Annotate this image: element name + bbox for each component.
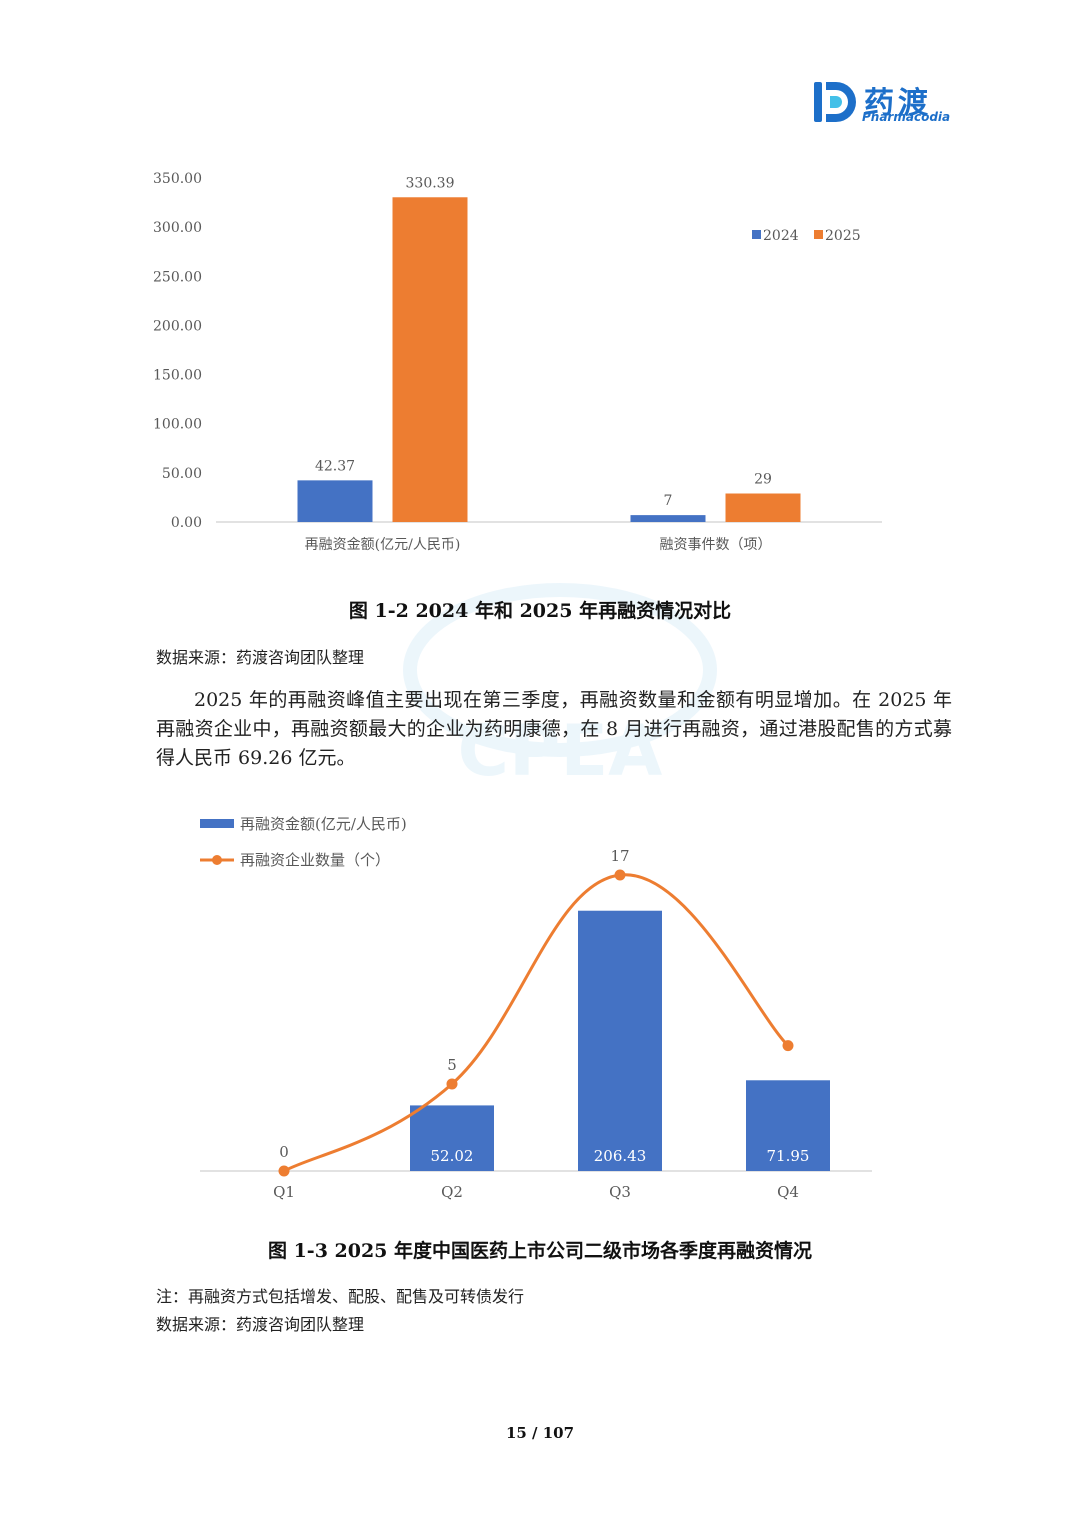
chart-quarterly-refinancing: Q1 52.02 Q2 206.43 Q3 71.95 Q4 0 5 17 再融资金额(亿元/人民币… (200, 815, 872, 1201)
legend-swatch-2024 (752, 230, 761, 239)
footnote: 注：再融资方式包括增发、配股、配售及可转债发行 (156, 1287, 525, 1306)
line-data-label: 0 (279, 1143, 289, 1161)
chart-refinancing-comparison: 0.00 50.00 100.00 150.00 200.00 250.00 300.00 3… (153, 171, 882, 553)
figure-caption-1-3: 图 1-3 2025 年度中国医药上市公司二级市场各季度再融资情况 (267, 1240, 813, 1262)
line-point-Q1 (278, 1165, 290, 1177)
bar-amount-Q4 (746, 1080, 830, 1171)
legend-label-bar: 再融资金额(亿元/人民币) (240, 815, 407, 833)
x-tick-label: Q4 (777, 1183, 799, 1201)
y-tick-label: 250.00 (153, 269, 202, 285)
legend-swatch-2025 (814, 230, 823, 239)
logo-text-en: Pharmacodia (862, 110, 951, 124)
bar-data-label: 206.43 (594, 1147, 647, 1165)
pharmacodia-logo: 药渡 Pharmacodia (812, 78, 952, 126)
legend-swatch-bar (200, 819, 234, 828)
logo-mark-icon (814, 82, 856, 122)
data-source-2: 数据来源：药渡咨询团队整理 (156, 1315, 365, 1334)
line-data-label: 17 (610, 847, 629, 865)
line-point-Q3 (614, 869, 626, 881)
page-number: 15 / 107 (505, 1424, 575, 1442)
line-data-label: 5 (447, 1056, 457, 1074)
y-tick-label: 100.00 (153, 417, 202, 433)
bar-2025-1 (725, 493, 801, 522)
legend-label: 2024 (763, 228, 799, 244)
data-label: 330.39 (406, 175, 455, 191)
logo-text-cn: 药渡 (864, 86, 932, 121)
data-label: 29 (754, 471, 772, 487)
bar-data-label: 52.02 (431, 1147, 474, 1165)
data-label: 42.37 (315, 458, 355, 474)
x-tick-label: Q1 (273, 1183, 295, 1201)
paragraph-text: 2025 年的再融资峰值主要出现在第三季度，再融资数量和金额有明显增加。在 20… (156, 689, 952, 769)
line-point-Q4 (782, 1040, 794, 1052)
body-paragraph: 2025 年的再融资峰值主要出现在第三季度，再融资数量和金额有明显增加。在 20… (156, 686, 952, 773)
y-tick-label: 200.00 (153, 318, 202, 334)
data-source-1: 数据来源：药渡咨询团队整理 (156, 648, 365, 667)
x-tick-label: Q3 (609, 1183, 631, 1201)
legend-label-line: 再融资企业数量（个） (240, 851, 390, 869)
data-label: 7 (664, 493, 673, 509)
bar-data-label: 71.95 (767, 1147, 810, 1165)
x-tick-label: 再融资金额(亿元/人民币) (305, 537, 461, 553)
y-tick-label: 0.00 (171, 515, 202, 531)
y-tick-label: 350.00 (153, 171, 202, 187)
x-tick-label: Q2 (441, 1183, 463, 1201)
y-tick-label: 50.00 (162, 466, 202, 482)
x-tick-label: 融资事件数（项） (660, 537, 772, 553)
y-tick-label: 300.00 (153, 220, 202, 236)
legend-swatch-point (212, 855, 222, 865)
figure-caption-1-2: 图 1-2 2024 年和 2025 年再融资情况对比 (348, 600, 732, 622)
bar-2024-1 (630, 515, 706, 522)
bar-2024-0 (297, 480, 373, 522)
bar-2025-0 (392, 197, 468, 522)
line-point-Q2 (446, 1078, 458, 1090)
bar-amount-Q3 (578, 910, 662, 1171)
legend-label: 2025 (825, 228, 861, 244)
bar-amount-Q2 (410, 1105, 494, 1171)
line-company-count (283, 873, 790, 1173)
y-tick-label: 150.00 (153, 368, 202, 384)
